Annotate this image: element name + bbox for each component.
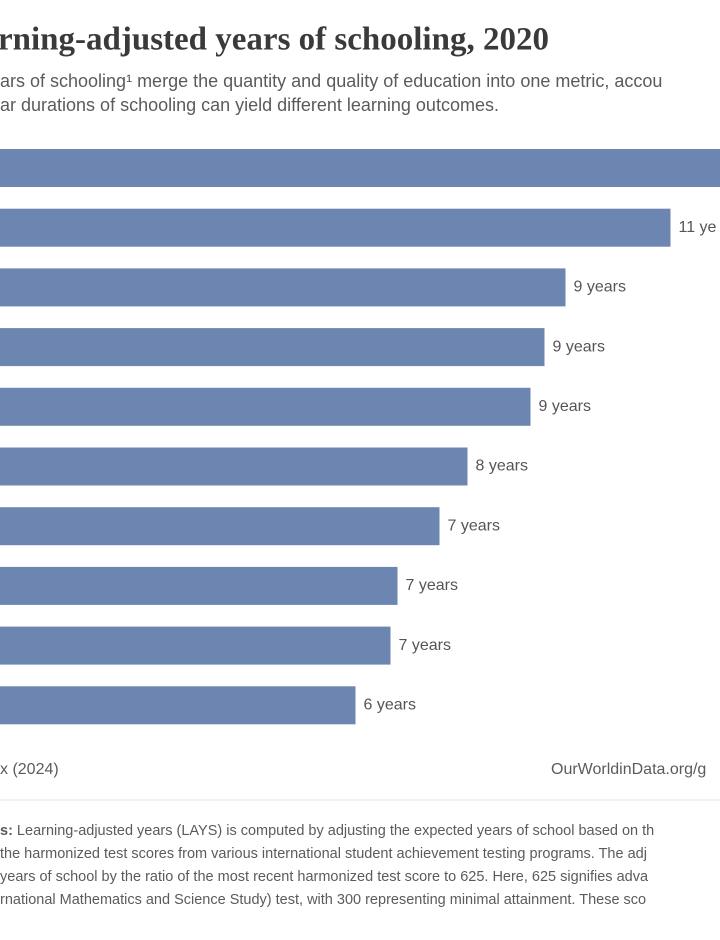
bar	[0, 387, 531, 426]
chart-title: rning-adjusted years of schooling, 2020	[0, 22, 549, 58]
url: OurWorldinData.org/g	[551, 761, 706, 778]
note-text: Learning-adjusted years (LAYS) is comput…	[13, 823, 654, 839]
note: years of school by the ratio of the most…	[0, 869, 649, 885]
bar	[0, 626, 391, 665]
value-label: 9 years	[539, 398, 591, 415]
note: the harmonized test scores from various …	[0, 846, 647, 862]
bar	[0, 686, 356, 725]
bar	[0, 507, 440, 546]
value-label: 6 years	[364, 697, 416, 714]
bar	[0, 268, 566, 307]
note: rnational Mathematics and Science Study)…	[0, 892, 646, 908]
bar	[0, 208, 671, 247]
value-label: 7 years	[399, 637, 451, 654]
bar	[0, 566, 398, 605]
subtitle: ars of schooling¹ merge the quantity and…	[0, 71, 662, 91]
source: x (2024)	[0, 761, 59, 778]
bar	[0, 447, 468, 486]
value-label: 9 years	[553, 338, 605, 355]
note-label: s:	[0, 823, 13, 839]
value-label: 7 years	[448, 517, 500, 534]
value-label: 9 years	[574, 279, 626, 296]
bar	[0, 328, 545, 367]
subtitle: ar durations of schooling can yield diff…	[0, 95, 499, 115]
bar	[0, 149, 720, 187]
value-label: 11 ye	[679, 219, 717, 236]
note: s: Learning-adjusted years (LAYS) is com…	[0, 823, 654, 839]
value-label: 8 years	[476, 458, 528, 475]
value-label: 7 years	[406, 577, 458, 594]
